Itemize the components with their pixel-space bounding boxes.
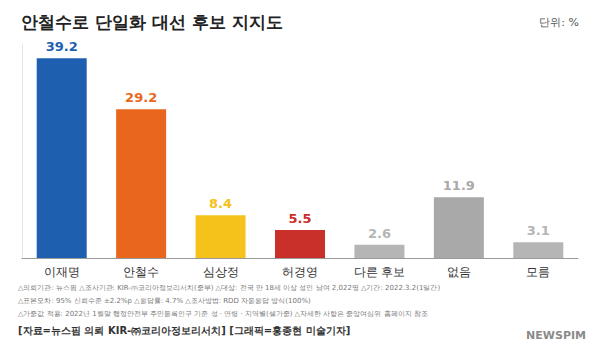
svg-text:모름: 모름 — [526, 265, 550, 279]
svg-text:다른 후보: 다른 후보 — [354, 265, 406, 279]
svg-text:△의뢰기관: 뉴스핌 △조사기관: KIR-㈜코리아정보리서: △의뢰기관: 뉴스핌 △조사기관: KIR-㈜코리아정보리서치(중부) △대상:… — [18, 284, 440, 292]
svg-text:안철수: 안철수 — [123, 265, 159, 279]
svg-text:2.6: 2.6 — [368, 226, 391, 241]
svg-text:5.5: 5.5 — [288, 211, 311, 226]
svg-text:11.9: 11.9 — [443, 178, 475, 193]
svg-text:[자료=뉴스핌 의뢰 KIR-㈜코리아정보리서치] [그래픽: [자료=뉴스핌 의뢰 KIR-㈜코리아정보리서치] [그래픽=홍종현 미술기자] — [18, 325, 350, 336]
svg-text:39.2: 39.2 — [46, 39, 78, 54]
svg-text:NEWSPIM: NEWSPIM — [526, 329, 586, 342]
svg-text:없음: 없음 — [447, 265, 471, 279]
svg-text:심상정: 심상정 — [203, 265, 239, 279]
svg-text:8.4: 8.4 — [209, 196, 232, 211]
svg-text:△가중값 적용: 2022년 1월말 행정안전부 주민등록인: △가중값 적용: 2022년 1월말 행정안전부 주민등록인구 기준 성 · 연… — [18, 310, 428, 318]
svg-text:단위: %: 단위: % — [539, 16, 579, 29]
svg-text:3.1: 3.1 — [527, 223, 550, 238]
svg-text:허경영: 허경영 — [282, 265, 318, 279]
svg-text:안철수로 단일화 대선 후보 지지도: 안철수로 단일화 대선 후보 지지도 — [21, 12, 283, 32]
svg-text:29.2: 29.2 — [125, 90, 157, 105]
svg-text:△표본오차: 95% 신뢰수준 ±2.2%p △응답률: 4: △표본오차: 95% 신뢰수준 ±2.2%p △응답률: 4.7% △조사방법:… — [18, 297, 311, 305]
svg-text:이재명: 이재명 — [44, 265, 80, 279]
